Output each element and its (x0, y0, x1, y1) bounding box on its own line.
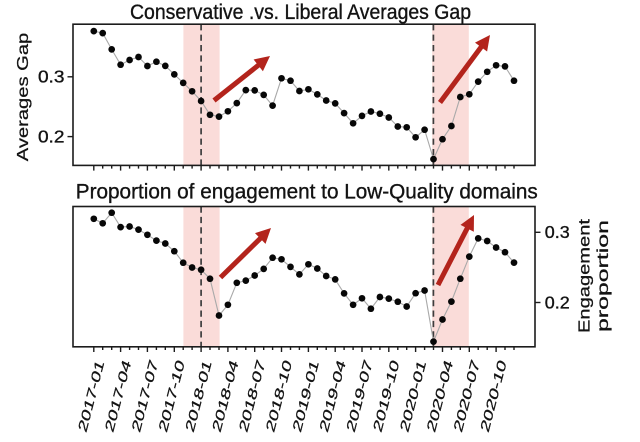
svg-text:Conservative .vs. Liberal Aver: Conservative .vs. Liberal Averages Gap (130, 0, 471, 24)
svg-text:Proportion of engagement to Lo: Proportion of engagement to Low-Quality … (76, 179, 538, 203)
svg-text:proportion: proportion (594, 220, 611, 332)
svg-text:0.3: 0.3 (545, 223, 570, 243)
svg-text:Averages Gap: Averages Gap (14, 33, 31, 162)
svg-text:0.2: 0.2 (545, 293, 570, 313)
svg-text:0.2: 0.2 (38, 128, 65, 148)
svg-text:Engagement: Engagement (576, 218, 593, 333)
svg-text:0.3: 0.3 (38, 68, 65, 88)
